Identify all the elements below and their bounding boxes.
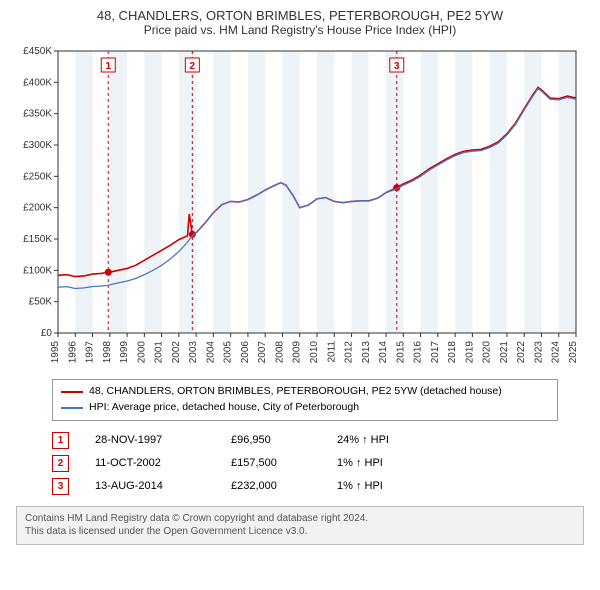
- transaction-date: 28-NOV-1997: [95, 434, 205, 446]
- price-chart: £0 £50K £100K £150K £200K £250K £300K £350K £400…: [12, 43, 588, 373]
- transaction-marker: 2: [52, 455, 69, 472]
- legend-swatch: [61, 407, 83, 409]
- svg-text:2016: 2016: [413, 341, 424, 364]
- svg-text:2017: 2017: [430, 341, 441, 364]
- transaction-pct-vs-hpi: 1% ↑ HPI: [337, 457, 437, 469]
- footer-line-2: This data is licensed under the Open Gov…: [25, 525, 575, 539]
- svg-text:1997: 1997: [85, 341, 96, 364]
- svg-text:£100K: £100K: [23, 265, 52, 276]
- svg-text:1998: 1998: [102, 341, 113, 364]
- svg-text:2020: 2020: [482, 341, 493, 364]
- svg-text:2011: 2011: [326, 341, 337, 363]
- svg-text:2001: 2001: [154, 341, 165, 364]
- svg-text:2018: 2018: [447, 341, 458, 364]
- svg-text:2003: 2003: [188, 341, 199, 364]
- svg-text:2009: 2009: [292, 341, 303, 364]
- svg-text:1999: 1999: [119, 341, 130, 364]
- svg-text:1: 1: [105, 61, 111, 72]
- chart-svg: £0 £50K £100K £150K £200K £250K £300K £350K £400…: [12, 43, 588, 373]
- svg-text:2024: 2024: [551, 341, 562, 364]
- svg-text:£250K: £250K: [23, 171, 52, 182]
- svg-text:2013: 2013: [361, 341, 372, 364]
- svg-text:2008: 2008: [274, 341, 285, 364]
- transaction-pct-vs-hpi: 24% ↑ HPI: [337, 434, 437, 446]
- transaction-price: £96,950: [231, 434, 311, 446]
- transaction-marker: 1: [52, 432, 69, 449]
- svg-text:£350K: £350K: [23, 109, 52, 120]
- legend-label: 48, CHANDLERS, ORTON BRIMBLES, PETERBORO…: [89, 384, 502, 400]
- transaction-table: 1 28-NOV-1997 £96,950 24% ↑ HPI 2 11-OCT-2002…: [52, 429, 588, 498]
- svg-text:£50K: £50K: [29, 297, 53, 308]
- legend-item: HPI: Average price, detached house, City…: [61, 400, 549, 416]
- svg-text:2012: 2012: [344, 341, 355, 364]
- svg-text:2010: 2010: [309, 341, 320, 364]
- svg-text:£300K: £300K: [23, 140, 52, 151]
- transaction-marker: 3: [52, 478, 69, 495]
- transaction-price: £157,500: [231, 457, 311, 469]
- footer-line-1: Contains HM Land Registry data © Crown c…: [25, 512, 575, 526]
- svg-text:3: 3: [394, 61, 400, 72]
- legend: 48, CHANDLERS, ORTON BRIMBLES, PETERBORO…: [52, 379, 558, 421]
- svg-text:2021: 2021: [499, 341, 510, 364]
- svg-text:2015: 2015: [395, 341, 406, 364]
- svg-text:£200K: £200K: [23, 203, 52, 214]
- data-attribution-footer: Contains HM Land Registry data © Crown c…: [16, 506, 584, 545]
- svg-text:2: 2: [190, 61, 196, 72]
- svg-text:2000: 2000: [136, 341, 147, 364]
- svg-text:2005: 2005: [223, 341, 234, 364]
- svg-text:2022: 2022: [516, 341, 527, 364]
- svg-text:1996: 1996: [67, 341, 78, 364]
- legend-item: 48, CHANDLERS, ORTON BRIMBLES, PETERBORO…: [61, 384, 549, 400]
- svg-text:£150K: £150K: [23, 234, 52, 245]
- svg-text:2007: 2007: [257, 341, 268, 364]
- svg-text:2006: 2006: [240, 341, 251, 364]
- transaction-row: 1 28-NOV-1997 £96,950 24% ↑ HPI: [52, 429, 588, 452]
- svg-text:2004: 2004: [205, 341, 216, 364]
- transaction-pct-vs-hpi: 1% ↑ HPI: [337, 480, 437, 492]
- svg-text:2002: 2002: [171, 341, 182, 364]
- svg-text:2014: 2014: [378, 341, 389, 364]
- chart-title-line2: Price paid vs. HM Land Registry's House …: [12, 23, 588, 37]
- legend-swatch: [61, 391, 83, 393]
- svg-text:2023: 2023: [533, 341, 544, 364]
- svg-text:£400K: £400K: [23, 77, 52, 88]
- chart-container: 48, CHANDLERS, ORTON BRIMBLES, PETERBORO…: [0, 0, 600, 555]
- transaction-price: £232,000: [231, 480, 311, 492]
- transaction-date: 13-AUG-2014: [95, 480, 205, 492]
- svg-text:2025: 2025: [568, 341, 579, 364]
- transaction-date: 11-OCT-2002: [95, 457, 205, 469]
- svg-text:2019: 2019: [464, 341, 475, 364]
- svg-text:£450K: £450K: [23, 46, 52, 57]
- chart-title-line1: 48, CHANDLERS, ORTON BRIMBLES, PETERBORO…: [12, 8, 588, 23]
- transaction-row: 3 13-AUG-2014 £232,000 1% ↑ HPI: [52, 475, 588, 498]
- svg-text:1995: 1995: [50, 341, 61, 364]
- svg-text:£0: £0: [41, 328, 53, 339]
- legend-label: HPI: Average price, detached house, City…: [89, 400, 359, 416]
- transaction-row: 2 11-OCT-2002 £157,500 1% ↑ HPI: [52, 452, 588, 475]
